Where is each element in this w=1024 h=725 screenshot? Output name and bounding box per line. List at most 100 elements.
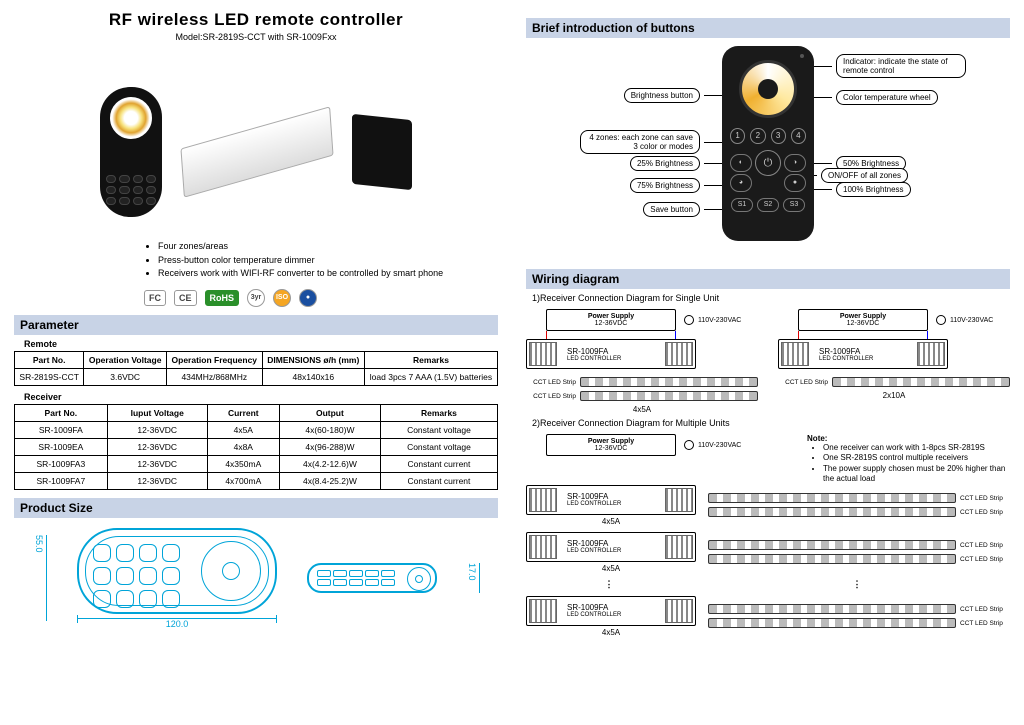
b75-callout: 75% Brightness	[630, 178, 700, 193]
zones-callout: 4 zones: each zone can save 3 color or m…	[580, 130, 700, 154]
feature-item: Receivers work with WIFI-RF converter to…	[158, 267, 498, 281]
td: SR-1009EA	[15, 438, 108, 455]
wiring-notes: One receiver can work with 1-8pcs SR-281…	[811, 443, 1010, 485]
zone-btn: 3	[771, 128, 786, 144]
multi-unit-row: SR-1009FALED CONTROLLER 4x5A CCT LED Str…	[526, 532, 1010, 573]
dots-row: ⋮ ⋮	[526, 579, 1010, 590]
warranty-logo: 3yr	[247, 289, 265, 307]
cert-logos: FC CE RoHS 3yr ISO ●	[144, 289, 498, 307]
multi-unit-row: SR-1009FALED CONTROLLER 4x5A CCT LED Str…	[526, 596, 1010, 637]
indicator-callout: Indicator: indicate the state of remote …	[836, 54, 966, 78]
feature-list: Four zones/areas Press-button color temp…	[144, 240, 498, 281]
controller-box: SR-1009FALED CONTROLLER	[526, 532, 696, 562]
product-size-header: Product Size	[14, 498, 498, 518]
strip-label: CCT LED Strip	[778, 379, 828, 386]
rohs-logo: RoHS	[205, 290, 240, 306]
save-btn: S1	[731, 198, 753, 212]
save-btn: S2	[757, 198, 779, 212]
psu-box: Power Supply12-36VDC	[798, 309, 928, 331]
remote-table-label: Remote	[24, 339, 498, 349]
b25-callout: 25% Brightness	[630, 156, 700, 171]
page-title: RF wireless LED remote controller	[14, 10, 498, 30]
colorwheel-callout: Color temperature wheel	[836, 90, 938, 105]
wiring-header: Wiring diagram	[526, 269, 1010, 289]
strip-label: CCT LED Strip	[960, 620, 1010, 627]
th: Operation Frequency	[166, 351, 262, 368]
note-title: Note:	[807, 434, 1010, 443]
td: 12-36VDC	[107, 421, 207, 438]
remote-diagram-body: 1 2 3 4 ◐ ⏻ ◑ ◕ ● S1 S2 S3	[722, 46, 814, 241]
led-strip	[708, 604, 956, 614]
controller-box: SR-1009FALED CONTROLLER	[778, 339, 948, 369]
td: 12-36VDC	[107, 438, 207, 455]
depth-dim: 17.0	[467, 563, 480, 593]
remote-table: Part No. Operation Voltage Operation Fre…	[14, 351, 498, 386]
th: Operation Voltage	[84, 351, 167, 368]
td: 48x140x16	[262, 368, 364, 385]
onoff-callout: ON/OFF of all zones	[821, 168, 908, 183]
capacity-label: 4x5A	[526, 628, 696, 637]
th: DIMENSIONS ø/h (mm)	[262, 351, 364, 368]
capacity-label: 2x10A	[778, 391, 1010, 400]
blue-cert-logo: ●	[299, 289, 317, 307]
td: Constant current	[380, 472, 497, 489]
led-strip	[708, 540, 956, 550]
bracket-illustration	[352, 114, 412, 190]
receiver-table: Part No. Iuput Voltage Current Output Re…	[14, 404, 498, 490]
td: load 3pcs 7 AAA (1.5V) batteries	[364, 368, 497, 385]
td: 12-36VDC	[107, 455, 207, 472]
width-dim: 120.0	[77, 618, 277, 629]
note-item: The power supply chosen must be 20% high…	[823, 464, 1010, 485]
plug-icon	[684, 315, 694, 325]
psu-box: Power Supply12-36VDC	[546, 434, 676, 456]
button-diagram: Brightness button 4 zones: each zone can…	[526, 46, 1010, 261]
controller-box: SR-1009FALED CONTROLLER	[526, 339, 696, 369]
td: Constant voltage	[380, 421, 497, 438]
parameter-header: Parameter	[14, 315, 498, 335]
indicator-led-icon	[800, 54, 804, 58]
front-outline	[77, 528, 277, 614]
strip-label: CCT LED Strip	[960, 495, 1010, 502]
brightness-75-icon: ◕	[730, 174, 752, 192]
ac-label: 110V-230VAC	[698, 317, 741, 324]
note-item: One SR-2819S control multiple receivers	[823, 453, 1010, 463]
td: 4x350mA	[207, 455, 279, 472]
th: Output	[279, 404, 380, 421]
capacity-label: 4x5A	[526, 517, 696, 526]
plug-icon	[684, 440, 694, 450]
td: 434MHz/868MHz	[166, 368, 262, 385]
strip-label: CCT LED Strip	[526, 379, 576, 386]
wiring-sub2: 2)Receiver Connection Diagram for Multip…	[532, 418, 1010, 428]
strip-label: CCT LED Strip	[960, 556, 1010, 563]
side-outline	[307, 563, 437, 593]
save-btn: S3	[783, 198, 805, 212]
wiring-sub1: 1)Receiver Connection Diagram for Single…	[532, 293, 1010, 303]
psu-box: Power Supply12-36VDC	[546, 309, 676, 331]
td: SR-2819S-CCT	[15, 368, 84, 385]
feature-item: Four zones/areas	[158, 240, 498, 254]
controller-box: SR-1009FALED CONTROLLER	[526, 596, 696, 626]
td: 4x(8.4-25.2)W	[279, 472, 380, 489]
td: 4x5A	[207, 421, 279, 438]
th: Part No.	[15, 351, 84, 368]
th: Part No.	[15, 404, 108, 421]
brightness-callout: Brightness button	[624, 88, 700, 103]
led-strip	[580, 377, 758, 387]
strip-label: CCT LED Strip	[526, 393, 576, 400]
b100-callout: 100% Brightness	[836, 182, 910, 197]
th: Remarks	[364, 351, 497, 368]
td: 4x(96-288)W	[279, 438, 380, 455]
th: Remarks	[380, 404, 497, 421]
td: Constant voltage	[380, 438, 497, 455]
remote-illustration	[100, 87, 162, 217]
td: SR-1009FA3	[15, 455, 108, 472]
multi-unit-row: SR-1009FALED CONTROLLER 4x5A CCT LED Str…	[526, 485, 1010, 526]
td: 12-36VDC	[107, 472, 207, 489]
fcc-logo: FC	[144, 290, 166, 306]
th: Current	[207, 404, 279, 421]
brightness-25-icon: ◐	[730, 154, 752, 172]
td: 4x700mA	[207, 472, 279, 489]
zone-btn: 1	[730, 128, 745, 144]
save-callout: Save button	[643, 202, 700, 217]
led-strip	[580, 391, 758, 401]
